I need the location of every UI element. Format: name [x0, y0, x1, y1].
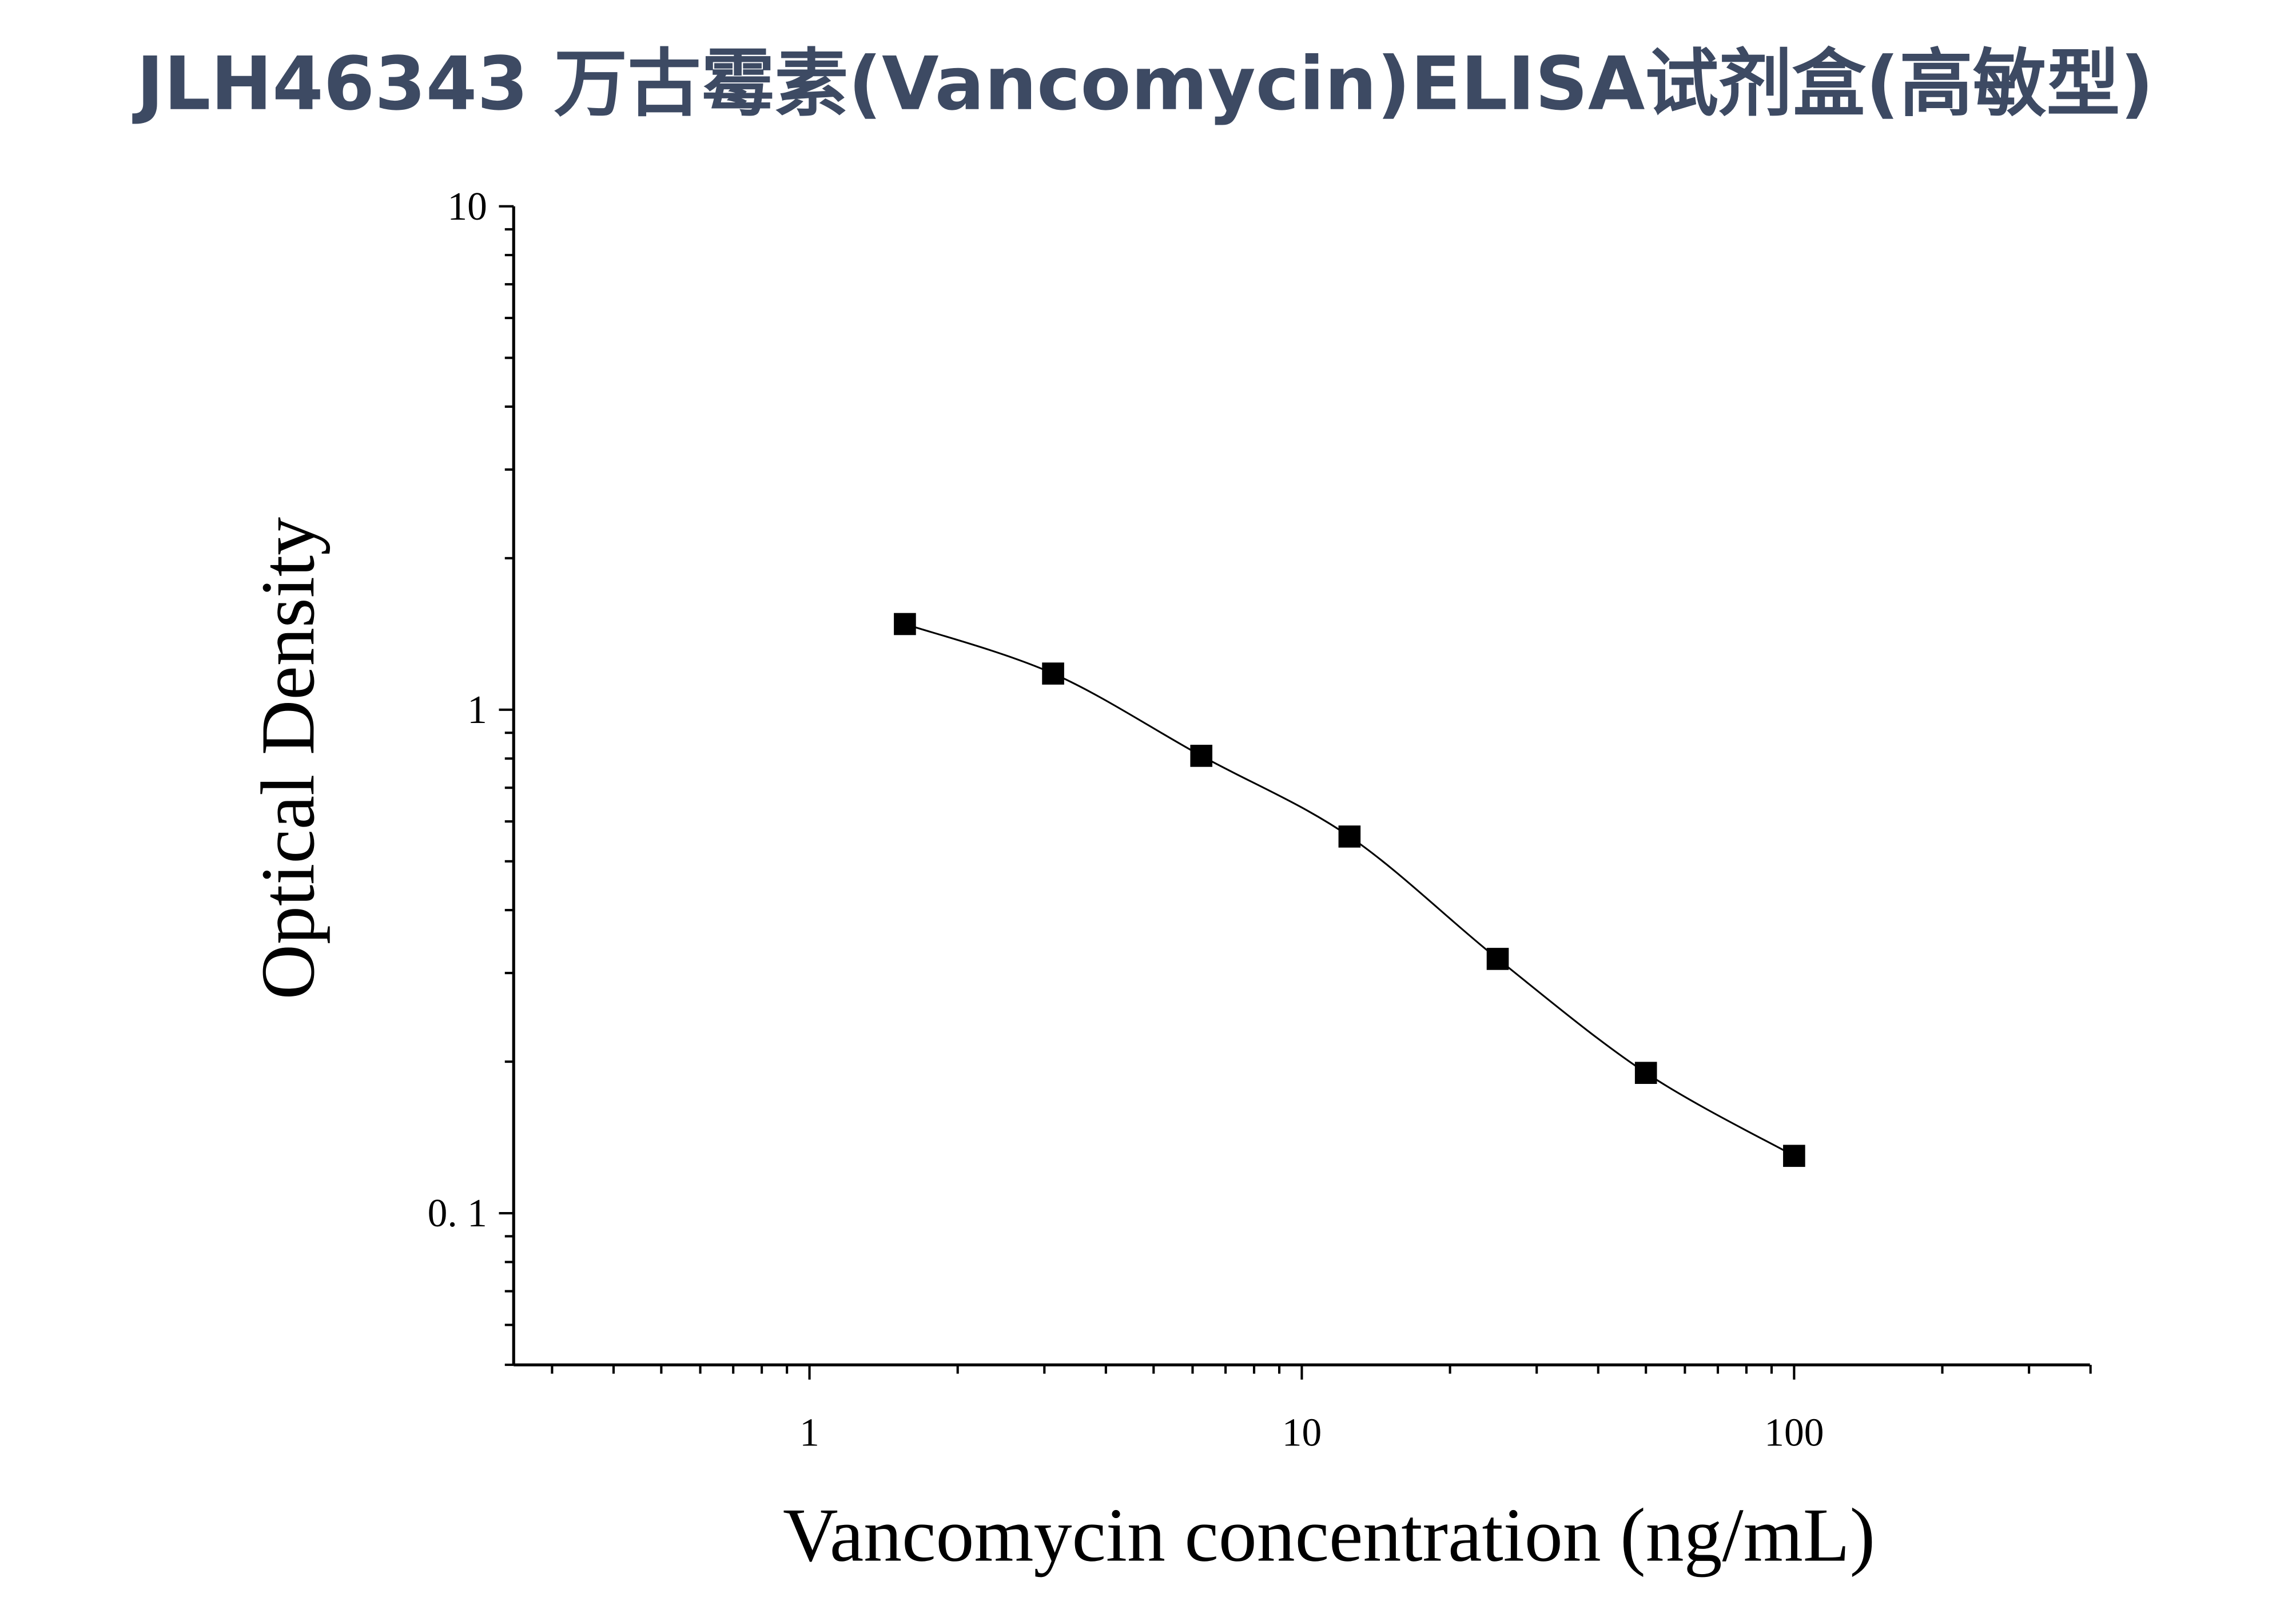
x-tick-label: 1 — [799, 1411, 819, 1455]
fit-curve — [904, 623, 1795, 1157]
y-tick-label: 1 — [467, 688, 487, 732]
x-axis-label: Vancomycin concentration (ng/mL) — [783, 1492, 1875, 1577]
x-tick-label: 10 — [1282, 1411, 1322, 1455]
data-point — [1190, 745, 1213, 767]
y-tick-label: 10 — [447, 185, 487, 229]
data-point — [1634, 1062, 1657, 1084]
data-point — [1338, 825, 1361, 848]
data-point — [1042, 662, 1064, 685]
tick-labels: 1 10 100 0. 1 1 10 — [428, 185, 1824, 1455]
y-tick-label: 0. 1 — [428, 1191, 487, 1235]
x-tick-label: 100 — [1764, 1411, 1824, 1455]
data-points — [894, 613, 1805, 1167]
data-point — [1783, 1145, 1805, 1167]
data-point — [894, 613, 916, 635]
chart-title: JLH46343 万古霉素(Vancomycin)ELISA试剂盒(高敏型) — [132, 42, 2154, 127]
y-axis-label: Optical Density — [245, 517, 330, 1000]
axes — [499, 205, 2092, 1380]
data-point — [1486, 948, 1509, 970]
